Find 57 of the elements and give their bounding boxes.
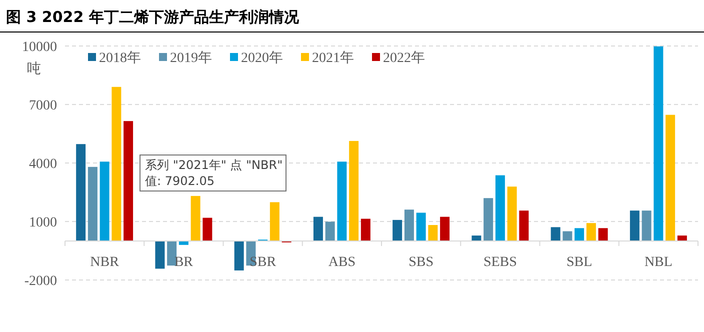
bar [574, 228, 584, 241]
bar [337, 162, 347, 241]
legend-label: 2020年 [241, 50, 283, 66]
legend-label: 2021年 [312, 50, 354, 66]
x-tick-label: SBS [408, 255, 434, 270]
bar [654, 46, 664, 241]
bar [100, 162, 110, 241]
bar [586, 223, 596, 241]
x-tick-label: SBL [566, 255, 592, 270]
bar [677, 236, 687, 241]
bar [124, 121, 134, 241]
bar [76, 144, 86, 241]
annotation: 值: 7902.05 [145, 174, 214, 188]
legend-label: 2022年 [383, 50, 425, 66]
legend-label: 2018年 [99, 50, 141, 66]
bar [666, 114, 676, 241]
bar [155, 241, 165, 269]
bar [550, 227, 560, 241]
bar [519, 210, 529, 241]
bar [234, 241, 244, 270]
bar [270, 202, 280, 241]
bar [642, 210, 652, 241]
bar [404, 210, 414, 241]
y-tick-label: 7000 [29, 98, 57, 114]
bar [428, 225, 438, 241]
bar [360, 218, 370, 241]
bar [507, 186, 517, 241]
bar [598, 228, 608, 241]
y-tick-label: 10000 [22, 40, 57, 55]
chart-title: 图 3 2022 年丁二烯下游产品生产利润情况 [6, 8, 300, 26]
bar [349, 140, 359, 241]
y-tick-label: 1000 [29, 216, 57, 230]
bar [562, 231, 572, 241]
x-tick-label: SEBS [483, 255, 517, 270]
bar [325, 222, 335, 241]
annotation: 系列 "2021年" 点 "NBR" [145, 158, 283, 172]
bar [416, 212, 426, 241]
y-axis-title: 吨 [27, 61, 41, 77]
bar [190, 196, 200, 241]
bar [630, 210, 640, 241]
bar [484, 198, 494, 241]
x-tick-label: SBR [250, 255, 277, 270]
bar [88, 166, 98, 241]
bar [495, 175, 505, 241]
bar [440, 216, 450, 241]
legend-label: 2019年 [170, 50, 212, 66]
bar [202, 218, 212, 241]
bar [112, 86, 122, 241]
bar [392, 220, 402, 241]
x-tick-label: ABS [328, 255, 356, 270]
x-tick-label: NBL [644, 255, 672, 270]
x-tick-label: NBR [90, 255, 120, 270]
bar [178, 241, 188, 245]
y-tick-label: 4000 [29, 157, 57, 172]
bar [313, 216, 323, 241]
y-tick-label: -2000 [24, 274, 57, 289]
bar [472, 236, 482, 241]
